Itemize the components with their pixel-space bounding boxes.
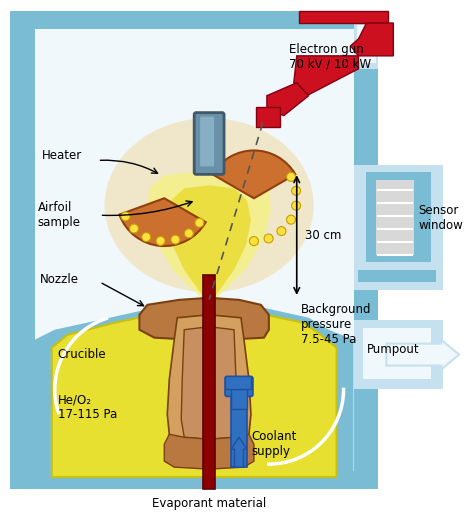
Circle shape [142,232,151,242]
Circle shape [292,201,301,210]
FancyArrow shape [231,437,247,467]
Text: Crucible: Crucible [58,348,106,361]
Circle shape [195,218,204,227]
Circle shape [184,229,193,238]
Polygon shape [147,171,271,298]
FancyBboxPatch shape [354,165,443,270]
Text: Coolant
supply: Coolant supply [251,430,296,458]
FancyBboxPatch shape [256,107,280,126]
FancyBboxPatch shape [203,275,215,489]
Circle shape [249,237,258,245]
Polygon shape [294,56,358,96]
FancyBboxPatch shape [364,328,431,380]
Text: Airfoil
sample: Airfoil sample [38,201,81,229]
Text: Evaporant material: Evaporant material [152,497,266,510]
FancyBboxPatch shape [10,471,378,489]
Polygon shape [351,23,393,56]
Text: Electron gun
70 kV / 10 kW: Electron gun 70 kV / 10 kW [289,43,371,71]
Text: He/O₂
17-115 Pa: He/O₂ 17-115 Pa [58,394,117,421]
Circle shape [292,186,301,196]
FancyBboxPatch shape [231,383,247,467]
Polygon shape [35,305,354,489]
Circle shape [277,227,286,236]
Polygon shape [299,11,388,23]
Ellipse shape [105,118,314,292]
Polygon shape [267,83,309,115]
Polygon shape [167,185,251,298]
FancyBboxPatch shape [354,11,378,489]
Circle shape [121,212,130,221]
Wedge shape [212,150,295,198]
Polygon shape [52,311,337,477]
FancyBboxPatch shape [356,25,376,63]
FancyBboxPatch shape [354,24,378,69]
FancyBboxPatch shape [10,11,35,489]
FancyBboxPatch shape [231,389,247,409]
FancyBboxPatch shape [200,116,214,166]
Text: Sensor
window: Sensor window [418,204,463,232]
FancyBboxPatch shape [10,11,378,29]
Polygon shape [139,298,269,341]
FancyBboxPatch shape [354,320,443,389]
FancyBboxPatch shape [354,270,443,290]
Circle shape [171,235,180,244]
FancyBboxPatch shape [225,376,253,396]
Polygon shape [164,434,254,469]
Circle shape [287,215,295,224]
FancyBboxPatch shape [35,29,354,471]
FancyBboxPatch shape [366,172,431,262]
Text: 30 cm: 30 cm [305,229,341,242]
FancyArrow shape [386,340,459,370]
Wedge shape [119,198,206,246]
Circle shape [156,237,165,245]
FancyBboxPatch shape [376,180,414,255]
Text: Pumpout: Pumpout [366,343,419,356]
Text: Heater: Heater [42,149,82,162]
Circle shape [264,234,273,243]
FancyBboxPatch shape [194,113,224,174]
Polygon shape [167,315,251,447]
Polygon shape [181,327,237,439]
Text: Background
pressure
7.5-45 Pa: Background pressure 7.5-45 Pa [301,303,371,346]
FancyBboxPatch shape [225,375,251,389]
Circle shape [287,172,295,181]
Circle shape [129,224,138,233]
Text: Nozzle: Nozzle [40,274,79,287]
FancyBboxPatch shape [358,270,436,282]
